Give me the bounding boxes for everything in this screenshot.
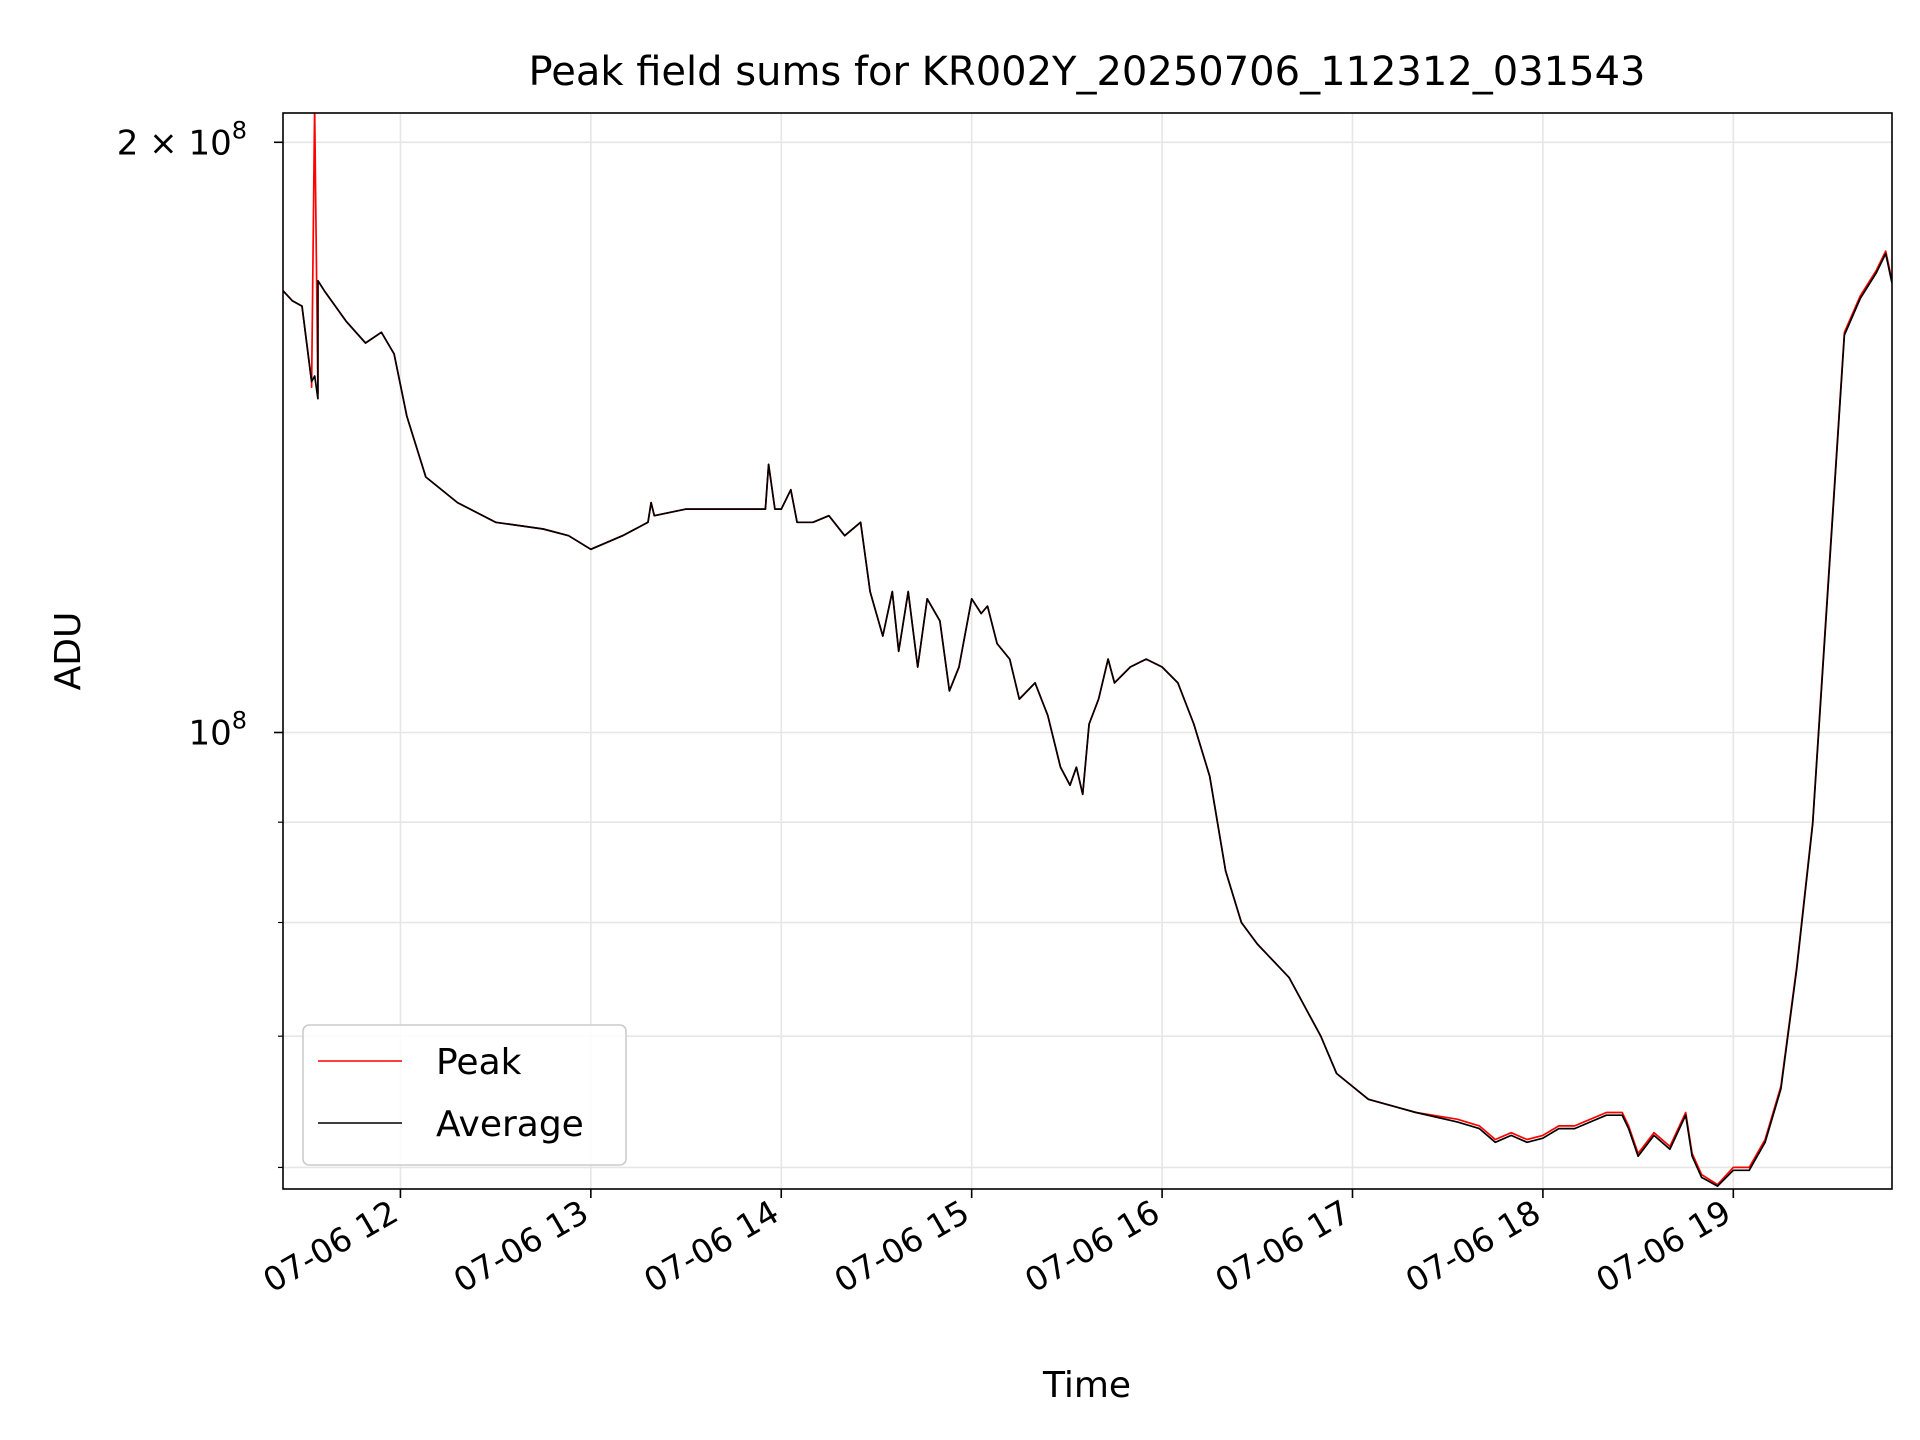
legend-label-average: Average [436,1104,584,1145]
series-line-average [283,252,1892,1187]
plot-frame [282,112,1893,1190]
chart-title: Peak field sums for KR002Y_20250706_1123… [529,49,1646,95]
y-tick-label: 2 × 108 [117,116,247,163]
y-axis-label: ADU [48,612,89,691]
x-axis-label: Time [1042,1365,1131,1406]
legend-label-peak: Peak [436,1042,522,1083]
legend: Peak Average [302,1024,627,1166]
series-layer [283,113,1892,1187]
legend-box [302,1024,627,1166]
